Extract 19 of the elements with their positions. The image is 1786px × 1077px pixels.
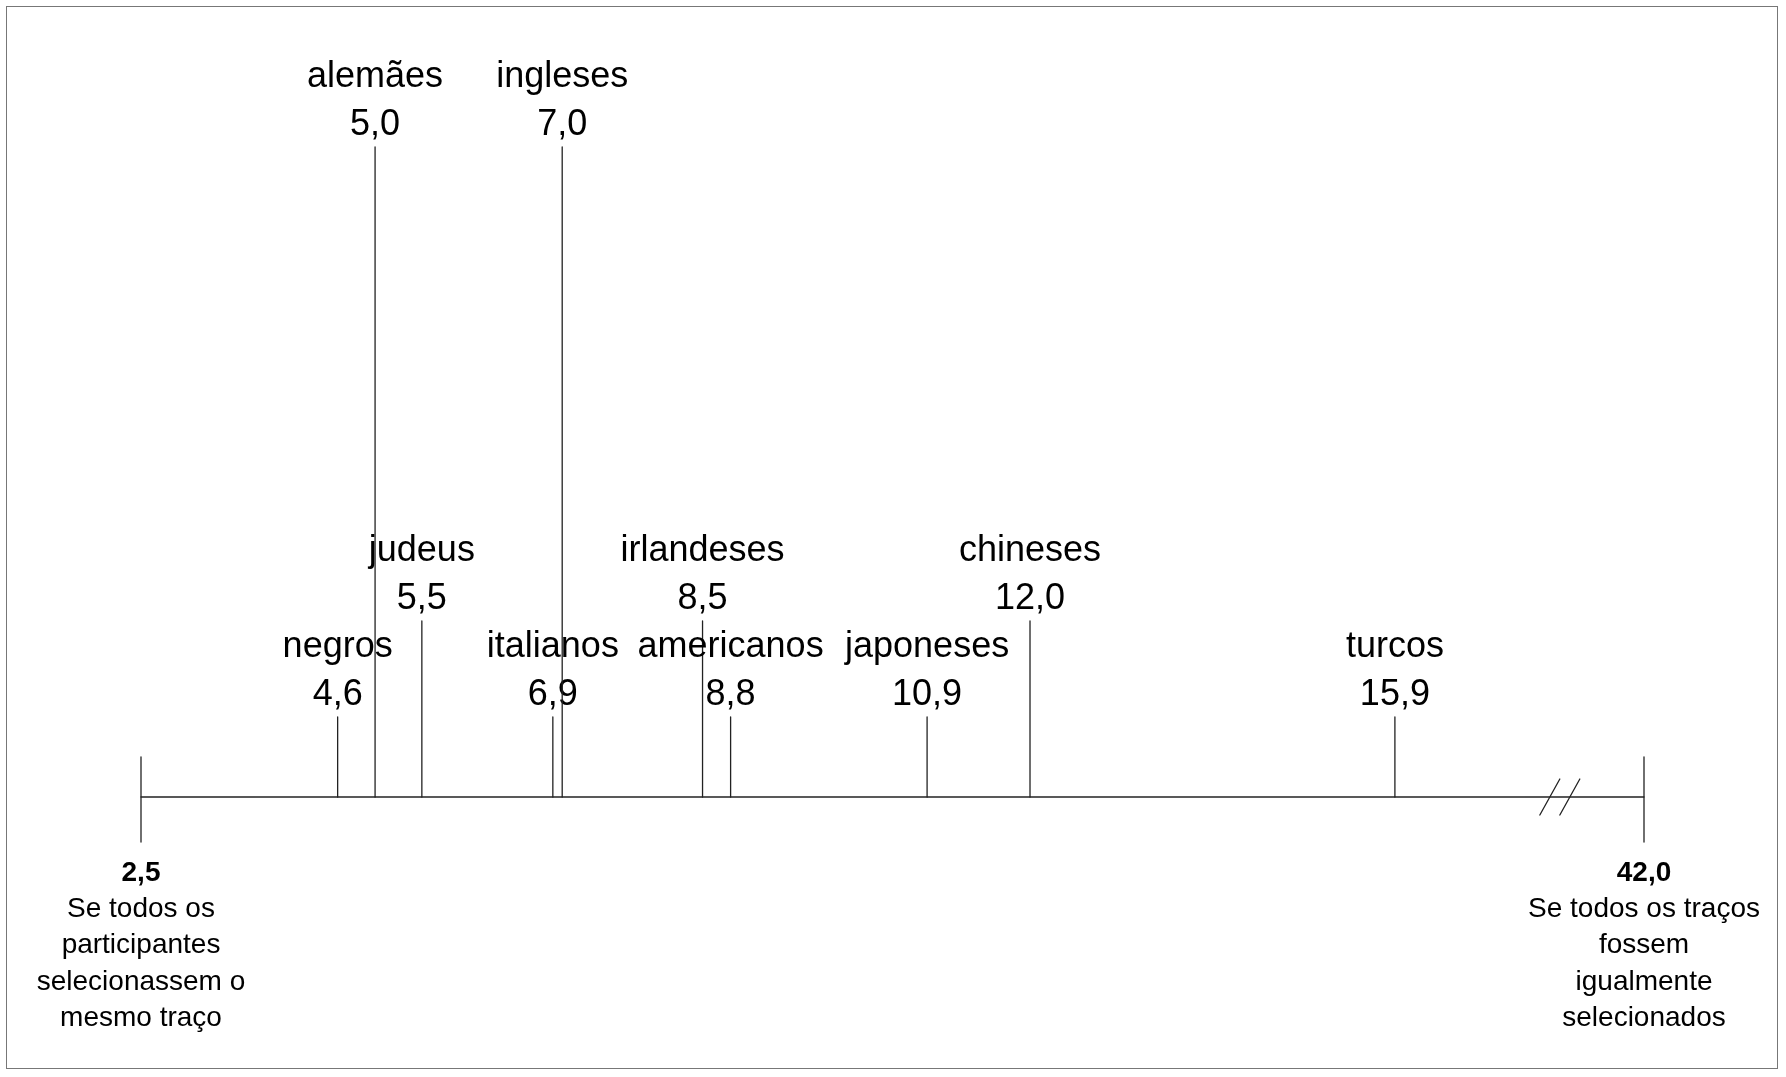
data-label: 5,0: [350, 101, 401, 143]
category-label: turcos: [1345, 623, 1444, 665]
data-label: 10,9: [892, 671, 963, 713]
data-label: 4,6: [312, 671, 363, 713]
text: Se todos os participantes selecionassem o mesmo traço: [36, 891, 246, 1033]
data-label: 5,5: [396, 575, 447, 617]
data-label: 7,0: [537, 101, 588, 143]
data-label: 8,8: [705, 671, 756, 713]
text: 2,5: [121, 855, 161, 887]
category-label: irlandeses: [620, 527, 785, 569]
category-label: alemães: [307, 53, 444, 95]
text: Se todos os traços fossem igualmente selecionados: [1528, 891, 1760, 1033]
category-label: chineses: [958, 527, 1102, 569]
category-label: japoneses: [844, 623, 1010, 665]
text: 42,0: [1616, 855, 1672, 887]
data-label: 12,0: [994, 575, 1066, 617]
data-label: 8,5: [677, 575, 728, 617]
data-label: 15,9: [1359, 671, 1430, 713]
category-label: ingleses: [496, 53, 629, 95]
